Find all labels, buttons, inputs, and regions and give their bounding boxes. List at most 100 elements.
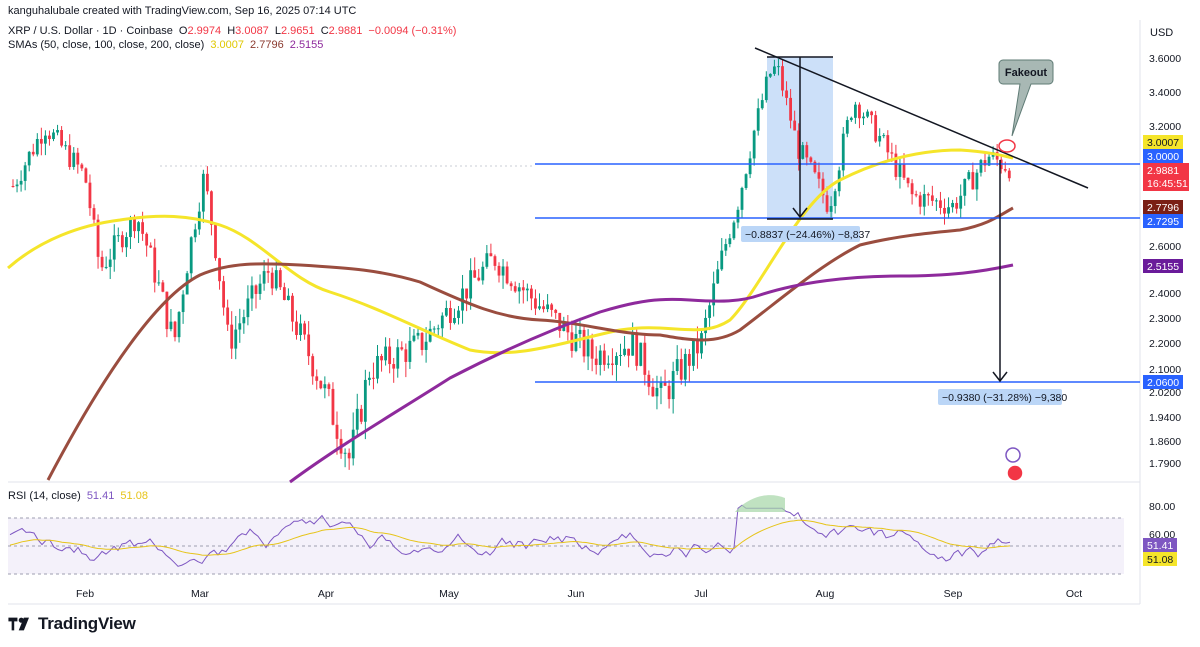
candle-body	[720, 250, 724, 270]
candle-body	[534, 298, 537, 309]
svg-text:3.0000: 3.0000	[1147, 151, 1179, 163]
candle-body	[165, 291, 169, 330]
candle-body	[667, 385, 671, 400]
candle-body	[145, 233, 149, 246]
candle-body	[793, 120, 797, 131]
candle-body	[319, 380, 323, 389]
candle-body	[521, 287, 525, 291]
candle-body	[335, 424, 339, 439]
month-tick-label: Mar	[191, 588, 210, 600]
candle-body	[736, 209, 740, 223]
candle-body	[797, 130, 801, 159]
sma50-value: 3.0007	[210, 39, 244, 51]
fakeout-callout[interactable]	[998, 59, 1054, 137]
svg-text:51.08: 51.08	[1147, 554, 1173, 566]
badge-rsi: 51.41	[1143, 538, 1177, 552]
candle-body	[951, 202, 954, 208]
svg-text:2.0600: 2.0600	[1147, 377, 1179, 389]
candle-body	[606, 363, 610, 365]
candle-body	[760, 100, 764, 109]
candle-body	[501, 266, 505, 276]
candle-body	[817, 172, 821, 179]
badge-level-2060: 2.0600	[1143, 375, 1183, 389]
candle-body	[497, 265, 501, 276]
candle-body	[331, 388, 335, 425]
candle-body	[849, 117, 853, 121]
candle-body	[226, 307, 230, 325]
sma200-value: 2.5155	[289, 39, 324, 51]
badge-rsi-ma: 51.08	[1143, 552, 1177, 566]
candle-body	[254, 285, 258, 294]
candle-body	[133, 219, 136, 232]
candle-body	[663, 381, 667, 386]
price-tick-label: 1.9400	[1149, 412, 1181, 424]
candle-body	[453, 317, 456, 323]
month-tick-label: Feb	[76, 588, 94, 600]
candle-body	[39, 138, 43, 144]
us-flag-event-icon[interactable]	[1006, 464, 1024, 482]
candle-body	[679, 359, 683, 380]
currency-label: USD	[1150, 27, 1174, 39]
close-value: 2.9881	[328, 25, 363, 37]
candle-body	[11, 186, 15, 187]
candle-body	[80, 164, 84, 169]
news-event-icon[interactable]	[1005, 447, 1021, 463]
candle-body	[481, 266, 485, 281]
candle-body	[675, 359, 679, 372]
candle-body	[862, 116, 865, 119]
candle-body	[671, 371, 675, 400]
candle-body	[449, 307, 452, 323]
candle-body	[704, 317, 707, 334]
candle-body	[31, 151, 35, 155]
price-tick-label: 2.2000	[1149, 338, 1181, 350]
sma-legend[interactable]: SMAs (50, close, 100, close, 200, close)…	[8, 39, 323, 51]
sma-name: SMAs (50, close, 100, close, 200, close)	[8, 39, 205, 51]
symbol-legend[interactable]: XRP / U.S. Dollar · 1D · Coinbase O2.997…	[8, 25, 456, 37]
candle-body	[424, 341, 428, 350]
candle-body	[436, 328, 440, 330]
rsi-legend[interactable]: RSI (14, close) 51.41 51.08	[8, 490, 148, 502]
candle-body	[692, 338, 695, 366]
candle-body	[546, 304, 549, 310]
candle-body	[894, 153, 898, 177]
month-tick-label: Jun	[568, 588, 585, 600]
tradingview-logo-icon	[8, 617, 29, 631]
rsi-legend-value: 51.41	[86, 490, 115, 502]
candle-body	[987, 156, 991, 166]
candle-body	[619, 354, 622, 357]
candle-body	[234, 329, 238, 349]
candle-body	[696, 338, 699, 354]
author-line: kanguhalubale created with TradingView.c…	[8, 5, 357, 17]
candle-body	[756, 108, 760, 131]
candle-body	[157, 282, 161, 284]
candle-body	[935, 200, 938, 202]
candle-body	[64, 145, 68, 147]
candles-group	[11, 58, 1011, 470]
candle-body	[56, 130, 59, 133]
candle-body	[947, 207, 950, 214]
svg-text:2.5155: 2.5155	[1147, 261, 1179, 273]
candle-body	[116, 235, 120, 237]
candle-body	[400, 347, 404, 350]
badge-level-3000: 3.0000	[1143, 149, 1183, 163]
candle-body	[886, 135, 890, 153]
price-tick-label: 2.3000	[1149, 313, 1181, 325]
candle-body	[898, 164, 902, 177]
low-value: 2.9651	[281, 25, 315, 37]
candle-body	[538, 306, 541, 309]
candle-body	[242, 317, 246, 324]
candle-body	[821, 178, 825, 196]
candle-body	[708, 305, 711, 318]
candle-body	[744, 174, 748, 188]
fakeout-circle	[998, 139, 1016, 153]
candle-body	[112, 235, 116, 260]
candle-body	[238, 323, 242, 330]
candle-body	[878, 135, 882, 142]
measure2-bg	[938, 389, 1062, 405]
candle-body	[396, 347, 400, 369]
sma50-line	[7, 148, 1014, 355]
candle-body	[542, 306, 545, 310]
candle-body	[376, 355, 379, 379]
